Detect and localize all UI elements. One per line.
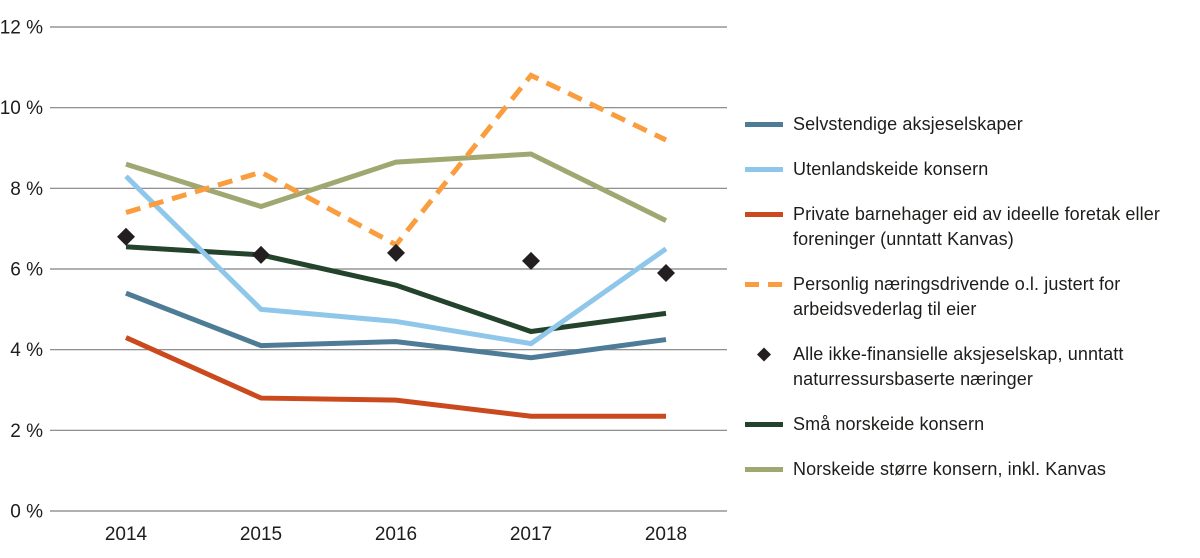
legend-label: Alle ikke-finansielle aksjeselskap, unnt…: [793, 344, 1124, 389]
legend-label: Private barnehager eid av ideelle foreta…: [793, 204, 1160, 249]
diamond-marker: [522, 251, 540, 270]
series-line: [125, 244, 667, 335]
diamond-marker: [117, 227, 135, 246]
legend-label: Personlig næringsdrivende o.l. justert f…: [793, 274, 1121, 319]
diamond-marker-icon: [757, 347, 771, 362]
y-tick-label: 2 %: [10, 421, 43, 442]
dashed-line-swatch-icon: [745, 282, 783, 287]
legend-item-norskeide-storre: Norskeide større konsern, inkl. Kanvas: [745, 457, 1200, 482]
legend-label: Små norskeide konsern: [793, 414, 985, 434]
legend-label: Norskeide større konsern, inkl. Kanvas: [793, 459, 1106, 479]
diamond-glyph: [757, 347, 771, 362]
legend-item-alle-ikke-finansielle: Alle ikke-finansielle aksjeselskap, unnt…: [745, 342, 1200, 392]
y-tick-label: 10 %: [0, 98, 43, 119]
x-tick-label: 2014: [105, 524, 148, 545]
line-swatch-icon: [745, 467, 783, 472]
legend-item-sma-norskeide: Små norskeide konsern: [745, 412, 1200, 437]
diamond-marker: [657, 264, 675, 283]
series-line: [124, 174, 668, 347]
diamond-marker: [252, 245, 270, 264]
legend-item-personlig-naeringsdrivende: Personlig næringsdrivende o.l. justert f…: [745, 272, 1200, 322]
legend-item-private-barnehager: Private barnehager eid av ideelle foreta…: [745, 202, 1200, 252]
x-tick-label: 2015: [240, 524, 282, 545]
chart-svg: 0 % 2 % 4 % 6 % 8 % 10 % 12 % 2014 2015 2016 2017 2…: [0, 18, 727, 545]
y-tick-label: 12 %: [0, 18, 43, 39]
line-swatch-icon: [745, 122, 783, 127]
y-tick-label: 6 %: [10, 260, 43, 281]
series-line: [125, 151, 668, 223]
legend-item-utenlandskeide: Utenlandskeide konsern: [745, 157, 1200, 182]
series-line: [124, 335, 666, 419]
line-swatch-icon: [745, 422, 783, 427]
series-line: [125, 290, 667, 361]
legend-label: Utenlandskeide konsern: [793, 159, 989, 179]
y-tick-label: 4 %: [10, 340, 43, 361]
x-tick-label: 2017: [510, 524, 552, 545]
legend: Selvstendige aksjeselskaper Utenlandskei…: [745, 0, 1200, 558]
legend-item-selvstendige: Selvstendige aksjeselskaper: [745, 112, 1200, 137]
x-tick-label: 2016: [375, 524, 417, 545]
chart-plot-area: 0 % 2 % 4 % 6 % 8 % 10 % 12 % 2014 2015 2016 2017 2…: [0, 18, 727, 545]
y-tick-label: 0 %: [10, 502, 43, 523]
line-swatch-icon: [745, 212, 783, 217]
x-tick-label: 2018: [645, 524, 687, 545]
legend-label: Selvstendige aksjeselskaper: [793, 114, 1023, 134]
diamond-marker: [387, 243, 405, 262]
y-tick-label: 8 %: [10, 179, 43, 200]
line-swatch-icon: [745, 167, 783, 172]
